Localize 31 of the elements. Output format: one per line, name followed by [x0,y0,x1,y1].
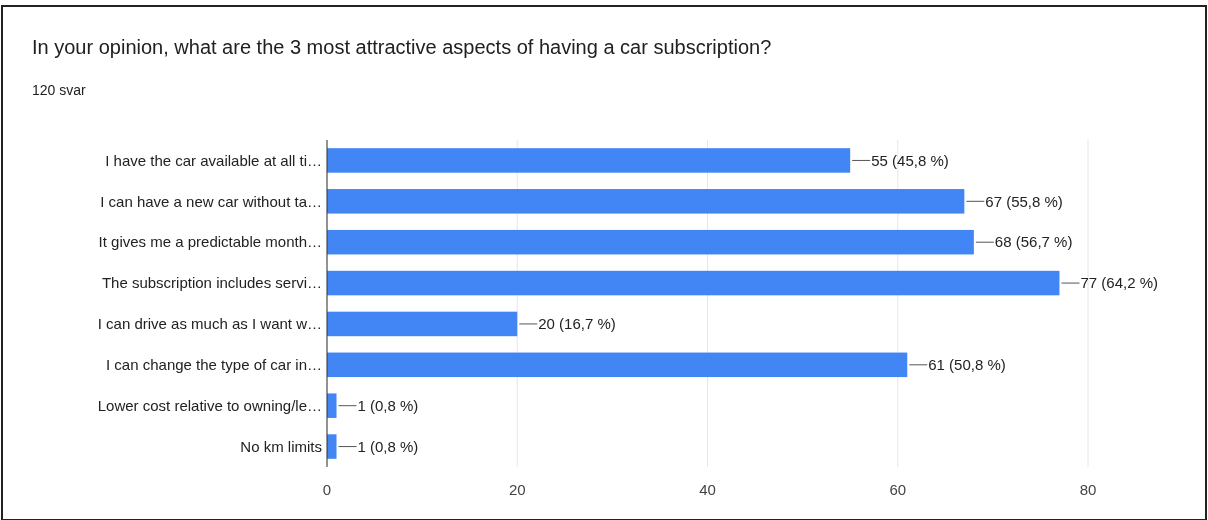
data-label: 68 (56,7 %) [994,233,1073,251]
x-tick-label: 60 [889,481,907,499]
data-label: 55 (45,8 %) [871,151,949,169]
x-tick-label: 80 [1079,481,1097,499]
bar [327,189,965,214]
y-tick-label: It gives me a predictable month… [98,233,322,251]
data-label: 1 (0,8 %) [357,437,419,455]
bar [327,148,851,173]
y-tick-label: I can drive as much as I want w… [97,315,322,333]
bar [327,434,337,459]
bar [327,270,1060,296]
y-tick-label: I can have a new car without ta… [100,192,322,210]
data-label: 61 (50,8 %) [928,356,1006,374]
data-label: 20 (16,7 %) [538,315,616,333]
y-tick-label: The subscription includes servi… [101,274,322,292]
x-tick-label: 20 [508,481,526,499]
bar [327,229,974,255]
x-tick-label: 40 [699,481,716,499]
bar [327,393,337,418]
bar [327,352,908,378]
y-tick-label: No km limits [240,437,322,455]
bar [327,311,518,337]
x-tick-label: 0 [322,481,332,499]
y-tick-label: Lower cost relative to owning/le… [97,396,322,414]
y-tick-label: I can change the type of car in… [106,356,322,374]
data-label: 77 (64,2 %) [1080,274,1159,292]
chart-title: In your opinion, what are the 3 most attractive aspects of having a car subscription? [32,36,772,58]
data-label: 67 (55,8 %) [985,192,1063,210]
data-label: 1 (0,8 %) [357,396,419,414]
text: 120 svar [32,81,87,98]
y-tick-label: I have the car available at all ti… [105,151,322,169]
